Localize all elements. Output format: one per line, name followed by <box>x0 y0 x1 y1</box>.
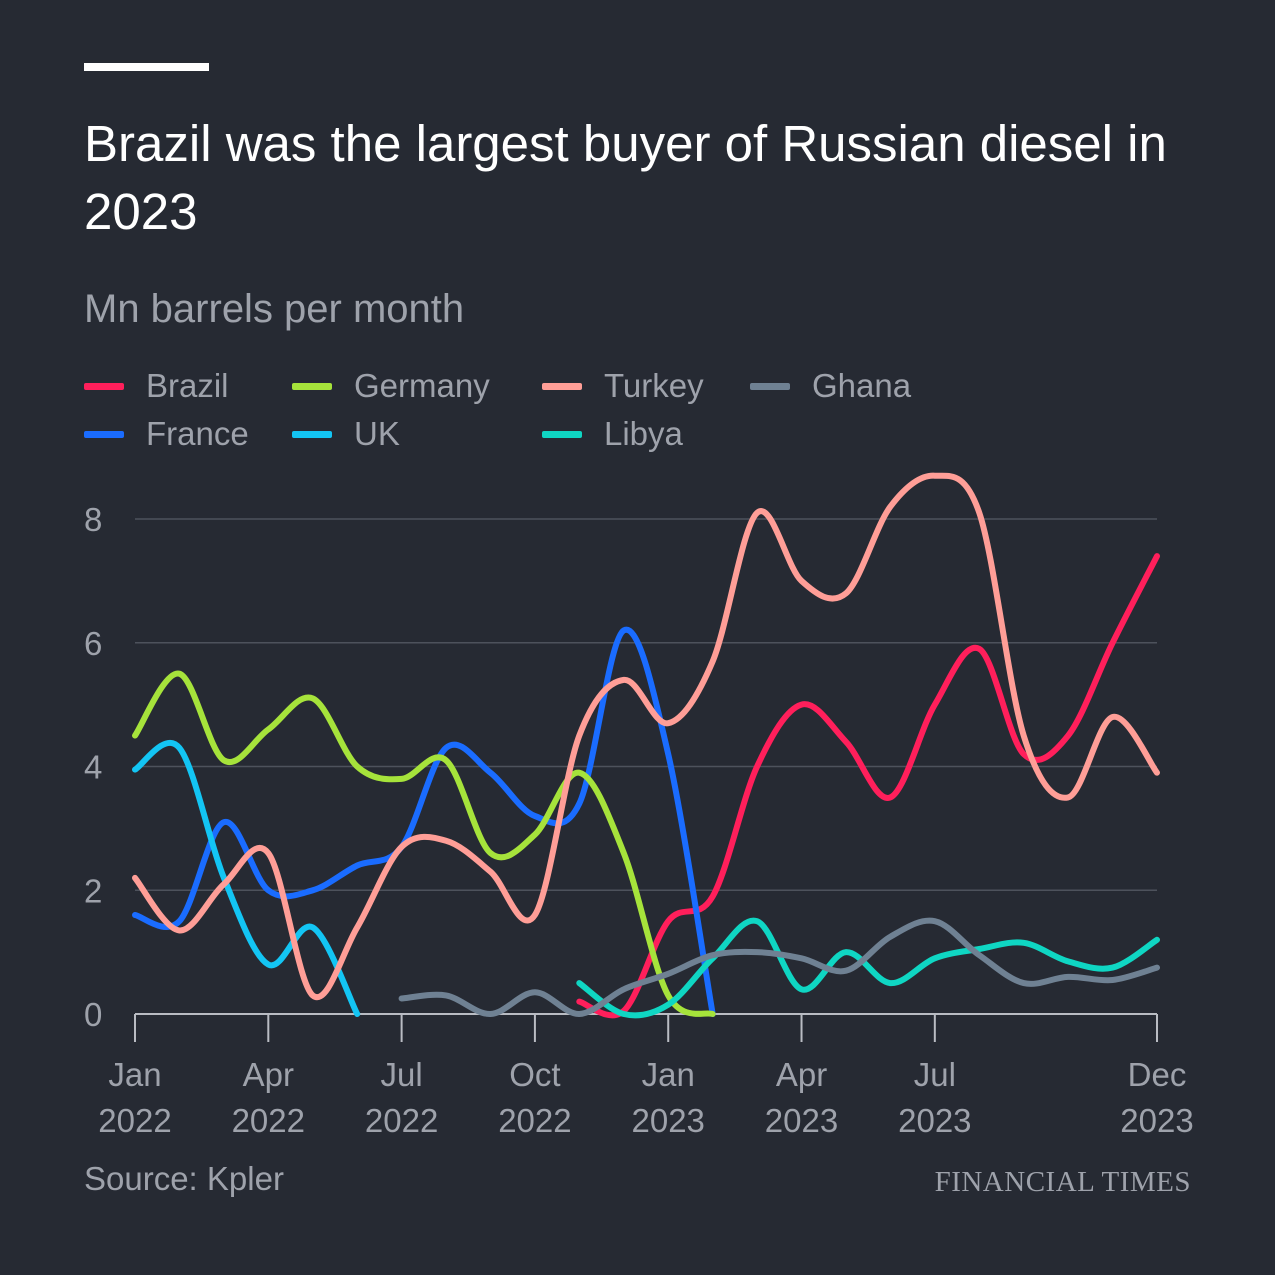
legend-label: Germany <box>354 367 490 404</box>
legend-item-germany: Germany <box>292 364 490 408</box>
series-line-uk <box>132 739 361 1017</box>
x-tick-label-year: 2022 <box>498 1102 571 1139</box>
x-tick-label-year: 2023 <box>898 1102 971 1139</box>
x-tick-label-year: 2023 <box>632 1102 705 1139</box>
legend-label: Turkey <box>604 367 704 404</box>
x-tick-label-year: 2022 <box>365 1102 438 1139</box>
legend-label: France <box>146 415 249 452</box>
legend-swatch <box>542 430 582 438</box>
series-line-ghana <box>398 917 1160 1017</box>
legend-item-france: France <box>84 412 249 456</box>
legend: Brazil Germany Turkey Ghana France UK Li… <box>84 364 1184 464</box>
legend-item-libya: Libya <box>542 412 683 456</box>
legend-item-ghana: Ghana <box>750 364 911 408</box>
x-tick-label-month: Apr <box>243 1056 294 1093</box>
legend-item-brazil: Brazil <box>84 364 229 408</box>
legend-label: Ghana <box>812 367 912 404</box>
legend-swatch <box>292 430 332 438</box>
x-tick-label-month: Jul <box>381 1056 423 1093</box>
legend-label: UK <box>354 415 400 452</box>
y-tick-label: 2 <box>84 872 102 909</box>
x-tick-label-year: 2023 <box>765 1102 838 1139</box>
x-tick-label-month: Dec <box>1128 1056 1187 1093</box>
legend-swatch <box>750 382 790 390</box>
axis-layer: 0 2 4 6 8 Jan 2022 Apr 2022 Jul 2022 Oct 2022 Jan 2023… <box>84 501 1194 1139</box>
legend-item-turkey: Turkey <box>542 364 704 408</box>
brand-bar <box>84 63 209 71</box>
series-line-turkey <box>132 472 1160 1001</box>
series-line-brazil <box>576 553 1160 1019</box>
legend-swatch <box>84 382 124 390</box>
x-tick-label-month: Jan <box>108 1056 161 1093</box>
x-tick-label-year: 2023 <box>1120 1102 1193 1139</box>
legend-label: Brazil <box>146 367 229 404</box>
x-tick-label-month: Jul <box>914 1056 956 1093</box>
y-tick-label: 0 <box>84 996 102 1033</box>
chart-title: Brazil was the largest buyer of Russian … <box>84 115 1167 240</box>
x-tick-label-year: 2022 <box>232 1102 305 1139</box>
legend-label: Libya <box>604 415 683 452</box>
x-tick-label-month: Jan <box>642 1056 695 1093</box>
x-tick-label-month: Oct <box>509 1056 560 1093</box>
series-line-germany <box>132 670 716 1017</box>
y-tick-label: 6 <box>84 625 102 662</box>
series-layer <box>132 472 1160 1019</box>
chart-subtitle: Mn barrels per month <box>84 287 465 331</box>
series-line-libya <box>576 917 1160 1019</box>
brand-logo-text: FINANCIAL TIMES <box>934 1166 1191 1198</box>
legend-swatch <box>84 430 124 438</box>
x-tick-label-month: Apr <box>776 1056 827 1093</box>
y-tick-label: 4 <box>84 749 102 786</box>
legend-swatch <box>542 382 582 390</box>
legend-swatch <box>292 382 332 390</box>
y-tick-label: 8 <box>84 501 102 538</box>
series-line-france <box>132 626 716 1017</box>
source-note: Source: Kpler <box>84 1160 284 1197</box>
x-tick-label-year: 2022 <box>98 1102 171 1139</box>
legend-item-uk: UK <box>292 412 400 456</box>
